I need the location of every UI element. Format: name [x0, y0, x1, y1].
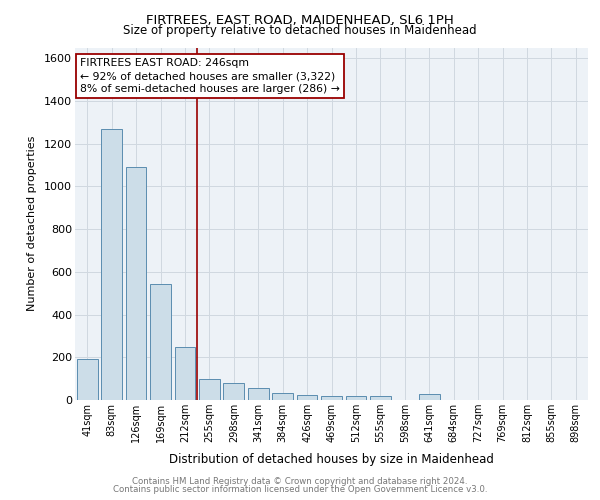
Bar — [175, 347, 196, 400]
Y-axis label: Number of detached properties: Number of detached properties — [27, 136, 37, 312]
Text: Contains public sector information licensed under the Open Government Licence v3: Contains public sector information licen… — [113, 485, 487, 494]
Bar — [272, 393, 293, 400]
Bar — [321, 396, 342, 400]
Bar — [125, 167, 146, 400]
Text: Size of property relative to detached houses in Maidenhead: Size of property relative to detached ho… — [123, 24, 477, 37]
Bar — [223, 384, 244, 400]
Bar — [419, 394, 440, 400]
Bar — [150, 284, 171, 400]
Text: FIRTREES EAST ROAD: 246sqm
← 92% of detached houses are smaller (3,322)
8% of se: FIRTREES EAST ROAD: 246sqm ← 92% of deta… — [80, 58, 340, 94]
Bar — [370, 396, 391, 400]
X-axis label: Distribution of detached houses by size in Maidenhead: Distribution of detached houses by size … — [169, 454, 494, 466]
Bar — [296, 396, 317, 400]
Bar — [101, 129, 122, 400]
Text: FIRTREES, EAST ROAD, MAIDENHEAD, SL6 1PH: FIRTREES, EAST ROAD, MAIDENHEAD, SL6 1PH — [146, 14, 454, 27]
Bar — [346, 396, 367, 400]
Bar — [77, 359, 98, 400]
Bar — [248, 388, 269, 400]
Bar — [199, 378, 220, 400]
Text: Contains HM Land Registry data © Crown copyright and database right 2024.: Contains HM Land Registry data © Crown c… — [132, 477, 468, 486]
